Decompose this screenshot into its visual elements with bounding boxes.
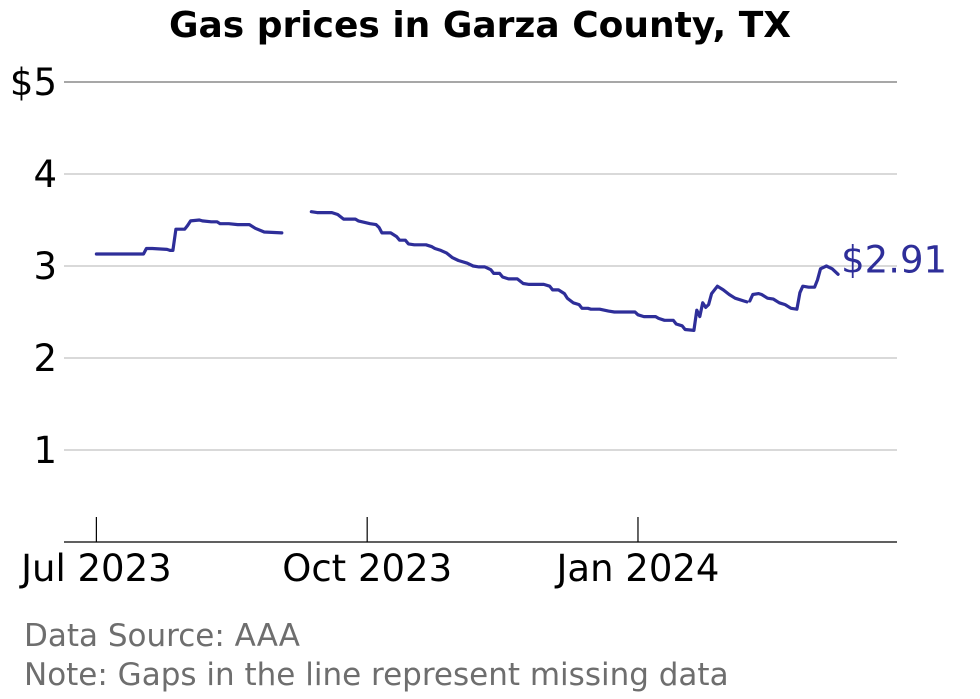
- data-source-note: Data Source: AAA: [24, 618, 300, 654]
- line-segment: [748, 264, 840, 311]
- x-axis: Jul 2023 Oct 2023 Jan 2024: [19, 517, 719, 590]
- missing-data-note: Note: Gaps in the line represent missing…: [24, 657, 729, 693]
- y-axis: 1 2 3 4 $5: [10, 61, 57, 472]
- line-segment: [309, 210, 749, 332]
- x-tick-label: Jul 2023: [19, 547, 172, 590]
- y-tick-label: 1: [33, 429, 57, 472]
- x-tick-label: Oct 2023: [282, 547, 452, 590]
- x-tick-label: Jan 2024: [554, 547, 719, 590]
- chart-title: Gas prices in Garza County, TX: [169, 5, 791, 46]
- y-tick-label: 3: [33, 245, 57, 288]
- end-value-label: $2.91: [841, 238, 947, 281]
- price-line: [94, 210, 840, 332]
- y-tick-label: $5: [10, 61, 57, 104]
- y-tick-label: 2: [33, 337, 57, 380]
- y-tick-label: 4: [33, 153, 57, 196]
- line-segment: [94, 218, 284, 256]
